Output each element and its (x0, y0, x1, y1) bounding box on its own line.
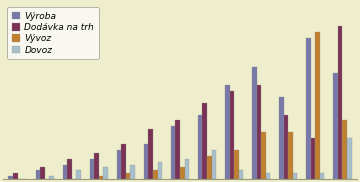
Bar (293, 173, 297, 179)
Bar (261, 132, 266, 179)
Bar (252, 68, 257, 179)
Bar (8, 176, 13, 179)
Bar (207, 156, 212, 179)
Bar (306, 38, 311, 179)
Bar (338, 26, 342, 179)
Bar (198, 114, 202, 179)
Bar (225, 85, 230, 179)
Bar (144, 144, 148, 179)
Bar (76, 170, 81, 179)
Bar (148, 129, 153, 179)
Bar (288, 132, 293, 179)
Bar (257, 85, 261, 179)
Bar (153, 170, 158, 179)
Bar (202, 103, 207, 179)
Bar (320, 173, 324, 179)
Bar (347, 138, 352, 179)
Bar (121, 144, 126, 179)
Bar (212, 150, 216, 179)
Bar (49, 176, 54, 179)
Bar (117, 150, 121, 179)
Bar (175, 120, 180, 179)
Bar (130, 165, 135, 179)
Bar (279, 97, 284, 179)
Bar (333, 73, 338, 179)
Bar (99, 176, 103, 179)
Bar (266, 173, 270, 179)
Bar (342, 120, 347, 179)
Bar (40, 167, 45, 179)
Bar (90, 159, 94, 179)
Bar (239, 170, 243, 179)
Bar (126, 173, 130, 179)
Bar (284, 114, 288, 179)
Bar (180, 167, 185, 179)
Bar (67, 159, 72, 179)
Bar (158, 162, 162, 179)
Bar (36, 170, 40, 179)
Bar (94, 153, 99, 179)
Bar (171, 126, 175, 179)
Bar (234, 150, 239, 179)
Bar (311, 138, 315, 179)
Bar (315, 32, 320, 179)
Bar (185, 159, 189, 179)
Bar (103, 167, 108, 179)
Bar (13, 173, 18, 179)
Bar (230, 91, 234, 179)
Legend: Výroba, Dodávka na trh, Vývoz, Dovoz: Výroba, Dodávka na trh, Vývoz, Dovoz (7, 7, 99, 59)
Bar (63, 165, 67, 179)
